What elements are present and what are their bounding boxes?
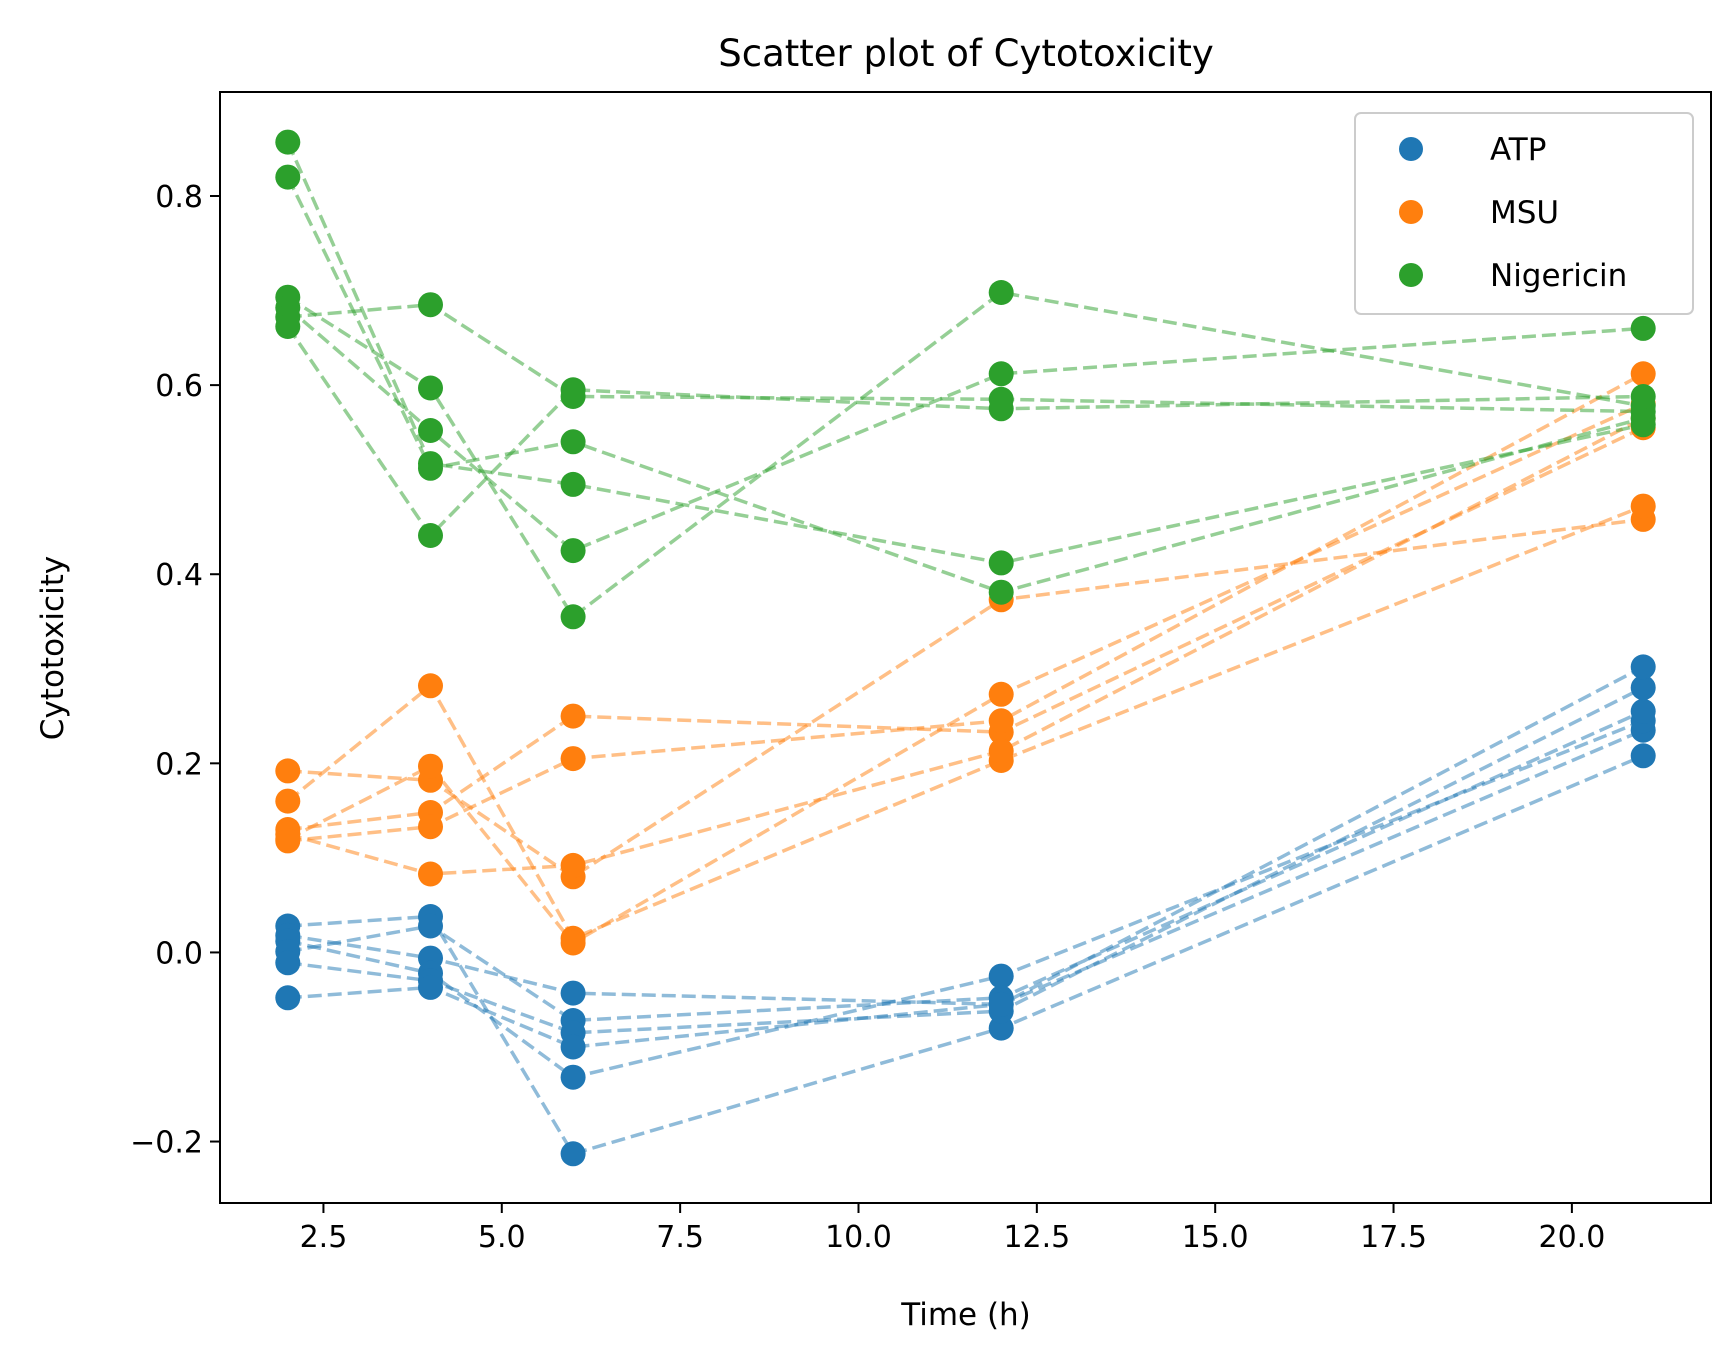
y-tick-label: 0.8: [155, 180, 203, 215]
data-point-nigericin: [275, 164, 301, 190]
data-point-atp: [1630, 698, 1656, 724]
legend-marker-msu: [1399, 200, 1423, 224]
data-point-atp: [1630, 654, 1656, 680]
data-point-nigericin: [275, 314, 301, 339]
data-point-nigericin: [988, 361, 1014, 387]
x-tick-label: 7.5: [656, 1220, 704, 1255]
data-point-nigericin: [988, 579, 1014, 605]
legend-label-msu: MSU: [1490, 195, 1559, 231]
data-point-nigericin: [418, 523, 443, 548]
x-tick-label: 17.5: [1360, 1220, 1427, 1255]
series-points: [275, 129, 1656, 1167]
data-point-msu: [560, 930, 586, 956]
data-point-msu: [988, 681, 1014, 707]
data-point-msu: [275, 828, 301, 854]
legend-marker-atp: [1399, 137, 1423, 161]
x-tick-label: 15.0: [1182, 1220, 1249, 1255]
data-point-nigericin: [275, 129, 301, 155]
data-point-nigericin: [418, 455, 443, 481]
data-point-atp: [560, 1064, 586, 1090]
data-point-nigericin: [1630, 384, 1656, 409]
series-line-nigericin: [286, 290, 1644, 620]
data-point-msu: [988, 738, 1014, 764]
series-line-atp: [287, 665, 1645, 1049]
data-point-msu: [1630, 493, 1656, 519]
data-point-atp: [1630, 675, 1656, 701]
data-point-nigericin: [560, 429, 586, 455]
data-point-msu: [988, 708, 1014, 734]
data-point-nigericin: [560, 604, 586, 630]
data-point-msu: [275, 788, 301, 814]
data-point-msu: [418, 673, 443, 699]
data-point-msu: [418, 753, 443, 779]
data-point-nigericin: [988, 550, 1014, 576]
y-tick-label: 0.6: [155, 369, 203, 404]
data-point-nigericin: [560, 377, 586, 403]
legend-label-atp: ATP: [1490, 132, 1546, 168]
data-point-atp: [1630, 743, 1656, 769]
data-point-nigericin: [988, 396, 1014, 422]
data-point-atp: [418, 974, 443, 1000]
data-point-nigericin: [560, 471, 586, 497]
legend-marker-nigericin: [1399, 263, 1423, 287]
series-line-msu: [287, 517, 1644, 879]
chart-title: Scatter plot of Cytotoxicity: [718, 32, 1213, 75]
series-line-nigericin: [286, 141, 1644, 565]
x-tick-label: 2.5: [300, 1220, 348, 1255]
legend: ATP MSU Nigericin: [1354, 112, 1694, 315]
data-point-nigericin: [418, 418, 443, 443]
data-point-atp: [418, 913, 443, 939]
series-line-msu: [287, 426, 1644, 832]
x-tick-label: 5.0: [478, 1220, 526, 1255]
series-line-atp: [287, 686, 1644, 1035]
plot-frame: [219, 91, 1712, 1204]
legend-frame: [1354, 112, 1694, 315]
series-line-nigericin: [286, 325, 1644, 539]
y-tick-label: −0.2: [130, 1126, 203, 1161]
data-point-atp: [275, 985, 301, 1011]
data-point-atp: [560, 980, 586, 1006]
data-point-nigericin: [988, 280, 1014, 305]
data-point-atp: [560, 1034, 586, 1060]
data-point-msu: [560, 852, 586, 878]
data-point-msu: [560, 703, 586, 729]
x-tick-label: 12.5: [1003, 1220, 1070, 1255]
data-point-msu: [418, 861, 443, 887]
data-point-atp: [275, 950, 301, 976]
data-point-nigericin: [418, 375, 443, 401]
data-point-atp: [560, 1141, 586, 1167]
y-axis-ticks: −0.2 0.0 0.2 0.4 0.6 0.8: [130, 180, 220, 1161]
series-line-nigericin: [286, 306, 1644, 553]
y-tick-label: 0.2: [155, 747, 203, 782]
y-axis-label: Cytotoxicity: [35, 556, 71, 740]
x-axis-ticks: 2.5 5.0 7.5 10.0 12.5 15.0 17.5 20.0: [300, 1203, 1605, 1255]
data-point-msu: [418, 814, 443, 840]
data-point-nigericin: [1630, 315, 1656, 341]
legend-label-nigericin: Nigericin: [1490, 258, 1627, 294]
data-point-msu: [560, 746, 586, 772]
y-tick-label: 0.0: [155, 936, 203, 971]
x-tick-label: 20.0: [1538, 1220, 1605, 1255]
data-point-atp: [988, 991, 1014, 1017]
x-axis-label: Time (h): [900, 1297, 1031, 1333]
data-point-nigericin: [560, 538, 586, 564]
data-point-nigericin: [418, 292, 443, 318]
y-tick-label: 0.4: [155, 558, 203, 593]
data-point-msu: [275, 758, 301, 784]
x-tick-label: 10.0: [825, 1220, 892, 1255]
data-point-msu: [1630, 361, 1656, 387]
data-point-atp: [988, 963, 1014, 989]
